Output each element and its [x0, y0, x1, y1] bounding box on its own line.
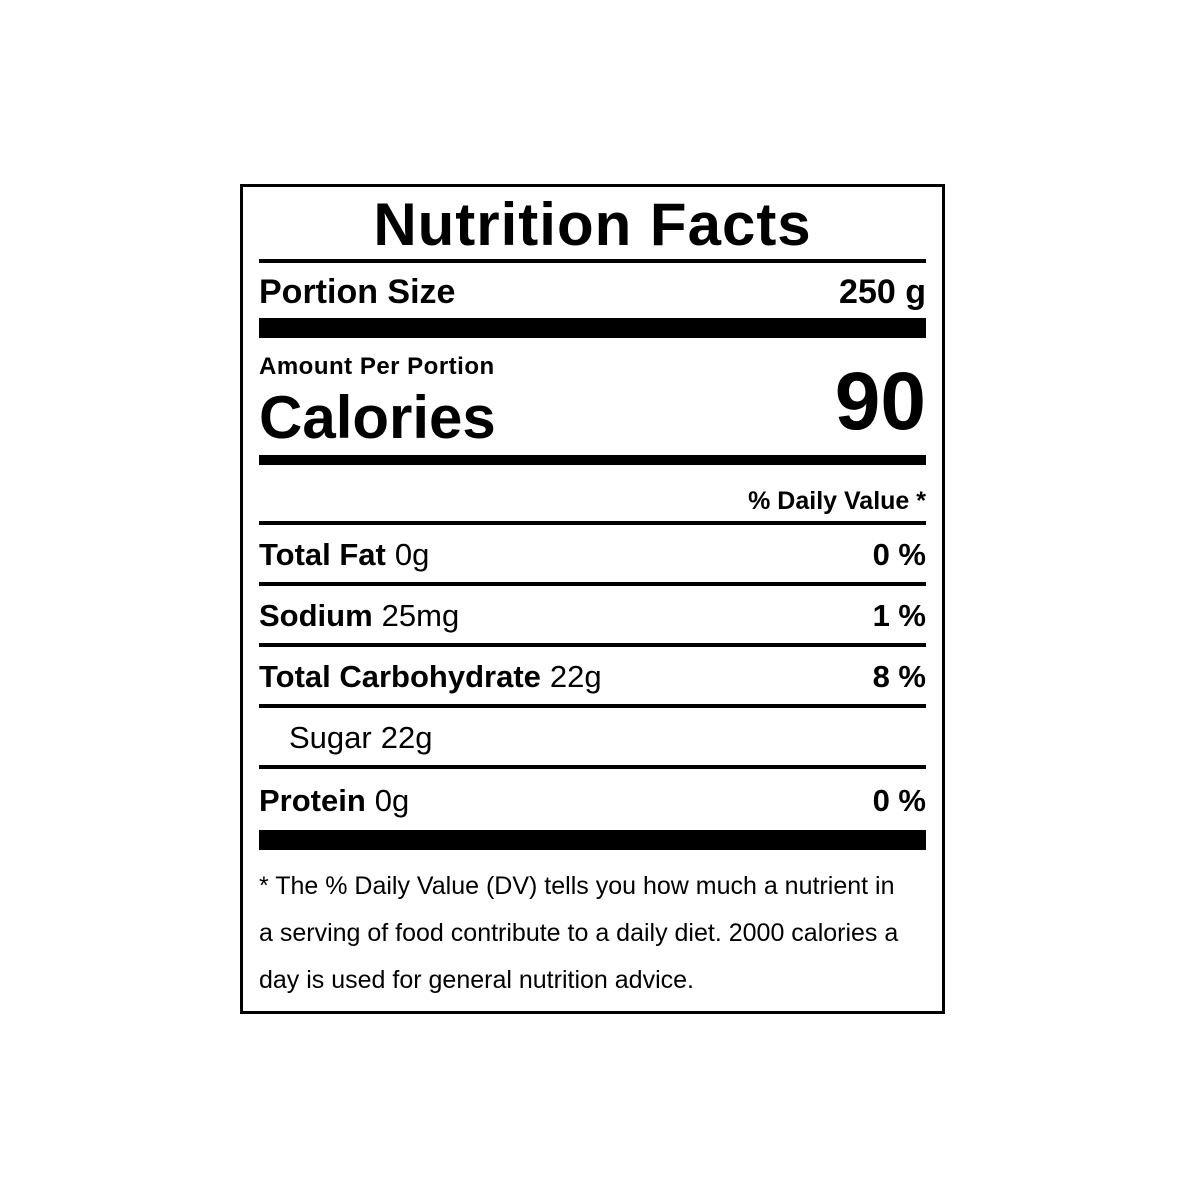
nutrient-name: Total Fat: [259, 536, 386, 572]
nutrient-text: Total Carbohydrate 22g: [259, 659, 602, 695]
medium-separator-bar: [259, 455, 926, 465]
nutrient-name: Total Carbohydrate: [259, 658, 541, 694]
portion-size-value: 250 g: [839, 273, 926, 311]
label-title: Nutrition Facts: [373, 191, 812, 258]
nutrient-amount: 0g: [394, 536, 430, 572]
nutrient-daily-value: 0 %: [872, 782, 926, 818]
nutrient-row: Sodium 25mg 1 %: [259, 586, 926, 647]
nutrient-text: Protein 0g: [259, 783, 409, 819]
calories-left-column: Amount Per Portion Calories: [259, 353, 496, 455]
nutrient-row: Protein 0g 0 %: [259, 769, 926, 830]
portion-size-label: Portion Size: [259, 273, 456, 311]
nutrient-name: Protein: [259, 782, 366, 818]
nutrient-amount: 22g: [380, 719, 433, 755]
footnote: * The % Daily Value (DV) tells you how m…: [259, 850, 926, 1004]
nutrient-amount: 22g: [549, 658, 602, 694]
nutrient-text: Sugar 22g: [289, 720, 432, 756]
nutrient-row: Total Fat 0g 0 %: [259, 525, 926, 586]
nutrient-row: Total Carbohydrate 22g 8 %: [259, 647, 926, 708]
footnote-line: day is used for general nutrition advice…: [259, 966, 694, 994]
nutrient-text: Total Fat 0g: [259, 537, 429, 573]
footnote-line: a serving of food contribute to a daily …: [259, 919, 899, 947]
footnote-line: * The % Daily Value (DV) tells you how m…: [259, 872, 895, 900]
calories-value: 90: [834, 356, 926, 447]
nutrition-facts-label: Nutrition Facts Portion Size 250 g Amoun…: [240, 184, 945, 1014]
calories-label: Calories: [259, 384, 496, 451]
amount-per-portion-label: Amount Per Portion: [259, 353, 495, 380]
title-separator-rule: [259, 259, 926, 263]
nutrient-daily-value: 8 %: [872, 658, 926, 694]
nutrient-daily-value: 0 %: [872, 536, 926, 572]
portion-size-row: Portion Size 250 g: [259, 263, 926, 318]
nutrient-amount: 25mg: [381, 597, 460, 633]
nutrient-row: Sugar 22g: [259, 708, 926, 769]
nutrient-daily-value: 1 %: [872, 597, 926, 633]
thick-separator-bar-top: [259, 318, 926, 338]
daily-value-separator-rule: [259, 521, 926, 525]
nutrient-name: Sugar: [289, 719, 372, 755]
thick-separator-bar-bottom: [259, 830, 926, 850]
nutrient-name: Sodium: [259, 597, 373, 633]
nutrient-rows: Total Fat 0g 0 % Sodium 25mg 1 % Total Car…: [259, 525, 926, 830]
nutrient-amount: 0g: [374, 782, 410, 818]
nutrient-text: Sodium 25mg: [259, 598, 459, 634]
daily-value-header: % Daily Value *: [748, 487, 926, 515]
calories-section: Amount Per Portion Calories 90: [259, 338, 926, 455]
